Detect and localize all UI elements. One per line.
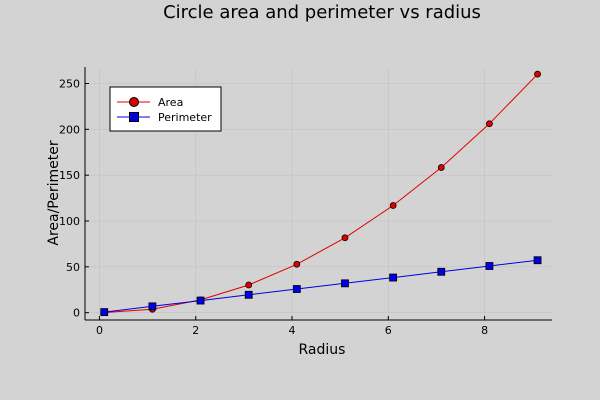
data-point-perimeter: [292, 285, 301, 293]
series-line-area: [104, 73, 538, 314]
data-point-area: [341, 234, 349, 242]
y-ticks: 0 50 100 150 200 250: [59, 78, 89, 320]
series-line-perimeter: [104, 259, 538, 313]
x-tick-label: 6: [385, 324, 392, 337]
data-point-area: [486, 120, 493, 128]
data-point-perimeter: [341, 279, 349, 288]
x-tick-label: 8: [481, 324, 488, 337]
x-tick-label: 2: [192, 324, 199, 337]
y-tick-label: 0: [73, 307, 80, 320]
data-point-perimeter: [485, 262, 494, 270]
data-point-area: [389, 202, 397, 209]
y-tick-label: 150: [59, 169, 80, 182]
data-point-perimeter: [533, 256, 542, 265]
axes: [84, 67, 552, 321]
data-point-perimeter: [100, 308, 109, 317]
legend-label-perimeter: Perimeter: [158, 111, 212, 124]
data-point-perimeter: [389, 273, 398, 282]
y-tick-label: 50: [66, 261, 80, 274]
data-point-area: [437, 164, 445, 171]
data-point-area: [293, 260, 301, 268]
data-point-area: [534, 70, 541, 78]
legend-label-area: Area: [158, 96, 183, 109]
data-point-area: [245, 281, 253, 289]
x-ticks: 0 2 4 6 8: [96, 316, 488, 337]
data-point-perimeter: [196, 296, 205, 305]
y-axis-label: Area/Perimeter: [46, 140, 62, 245]
x-tick-label: 0: [96, 324, 103, 337]
x-tick-label: 4: [289, 324, 296, 337]
legend-marker-perimeter: [129, 112, 139, 122]
legend: Area Perimeter: [109, 86, 222, 132]
x-axis-label: Radius: [299, 342, 346, 358]
chart-title: Circle area and perimeter vs radius: [163, 2, 481, 23]
y-tick-label: 250: [59, 78, 80, 91]
legend-box: [109, 86, 222, 132]
data-point-perimeter: [244, 290, 253, 299]
y-tick-label: 200: [59, 123, 80, 136]
legend-marker-area: [129, 97, 139, 107]
data-point-perimeter: [437, 267, 446, 276]
y-tick-label: 100: [59, 215, 80, 228]
grid-lines: [85, 67, 552, 320]
series-layer: [100, 70, 542, 317]
data-point-perimeter: [148, 302, 157, 311]
series-perimeter: [100, 256, 542, 317]
